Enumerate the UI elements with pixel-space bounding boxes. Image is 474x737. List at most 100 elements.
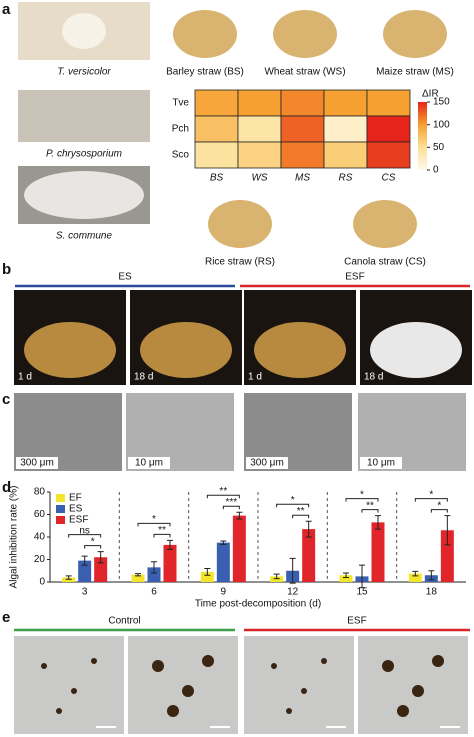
x-tick-label: 6 bbox=[151, 587, 157, 598]
heatmap-cell bbox=[237, 141, 282, 169]
straw-name: Rice straw (RS) bbox=[205, 257, 275, 268]
error-bar bbox=[204, 568, 211, 576]
significance-label: ** bbox=[366, 500, 374, 511]
legend-swatch bbox=[56, 516, 65, 524]
bar bbox=[408, 573, 422, 582]
bar bbox=[200, 571, 214, 582]
legend-label: ESF bbox=[69, 515, 88, 526]
row-label: Sco bbox=[172, 150, 190, 161]
heatmap-cell bbox=[194, 141, 239, 169]
algae bbox=[271, 663, 277, 669]
fungus-name: T. versicolor bbox=[57, 67, 111, 78]
significance-bracket bbox=[206, 494, 240, 499]
heatmap-cell bbox=[323, 115, 368, 143]
algae bbox=[397, 705, 409, 717]
time-label: 1 d bbox=[248, 372, 262, 383]
row-label: Tve bbox=[172, 98, 189, 109]
bar bbox=[302, 529, 316, 582]
straw-flask bbox=[254, 322, 346, 378]
significance-bracket bbox=[276, 503, 310, 508]
heatmap-cell bbox=[194, 89, 239, 117]
bar bbox=[232, 515, 246, 582]
significance-label: *** bbox=[225, 497, 237, 508]
significance-bracket bbox=[361, 509, 379, 513]
significance-label: * bbox=[437, 500, 441, 511]
significance-label: * bbox=[291, 495, 295, 506]
algae bbox=[286, 708, 292, 714]
error-bar bbox=[167, 539, 173, 550]
colorbar-tick-label: 100 bbox=[433, 119, 450, 130]
scale-label: 10 μm bbox=[367, 458, 395, 469]
column-label: RS bbox=[339, 173, 353, 184]
heatmap-cell bbox=[366, 141, 411, 169]
error-bar bbox=[289, 557, 296, 584]
scale-box bbox=[246, 457, 288, 469]
algae bbox=[202, 655, 214, 667]
error-bar bbox=[273, 573, 280, 580]
algae bbox=[382, 660, 394, 672]
algae bbox=[91, 658, 97, 664]
error-bar bbox=[97, 551, 104, 564]
legend-swatch bbox=[56, 494, 65, 502]
photo bbox=[358, 636, 468, 734]
column-label: WS bbox=[251, 173, 267, 184]
algae bbox=[152, 660, 164, 672]
legend-label: EF bbox=[69, 493, 82, 504]
bar bbox=[216, 542, 230, 582]
photo bbox=[14, 636, 124, 734]
colorbar-tick-label: 0 bbox=[433, 165, 439, 176]
significance-bracket bbox=[430, 509, 448, 513]
time-label: 18 d bbox=[364, 372, 383, 383]
x-tick-label: 15 bbox=[356, 587, 368, 598]
colorbar-tick-label: 50 bbox=[433, 142, 445, 153]
straw-image bbox=[353, 200, 417, 248]
group-label: ESF bbox=[345, 272, 364, 283]
significance-label: * bbox=[152, 514, 156, 525]
bar bbox=[131, 574, 145, 582]
significance-label: ** bbox=[158, 525, 166, 536]
straw-flask bbox=[24, 322, 116, 378]
group-label: ES bbox=[118, 272, 132, 283]
significance-bracket bbox=[153, 533, 171, 538]
heatmap-cell bbox=[280, 89, 325, 117]
algae bbox=[182, 685, 194, 697]
bar bbox=[339, 575, 353, 582]
error-bar bbox=[343, 572, 349, 578]
panel-label: e bbox=[2, 609, 10, 626]
legend-swatch bbox=[56, 505, 65, 513]
straw-name: Canola straw (CS) bbox=[344, 257, 426, 268]
colorbar bbox=[418, 102, 427, 170]
column-label: MS bbox=[295, 173, 310, 184]
y-tick-label: 40 bbox=[34, 532, 46, 543]
x-axis-label: Time post-decomposition (d) bbox=[195, 599, 321, 610]
panel-label: a bbox=[2, 1, 11, 18]
error-bar bbox=[220, 540, 227, 545]
time-label: 1 d bbox=[18, 372, 32, 383]
straw-image bbox=[208, 200, 272, 248]
error-bar bbox=[359, 564, 365, 589]
group-label: Control bbox=[108, 616, 140, 627]
row-label: Pch bbox=[172, 124, 189, 135]
colorbar-tick-label: 150 bbox=[433, 97, 450, 108]
photo bbox=[128, 636, 238, 734]
time-label: 18 d bbox=[134, 372, 153, 383]
significance-label: ** bbox=[297, 506, 305, 517]
significance-bracket bbox=[414, 498, 448, 502]
error-bar bbox=[236, 511, 243, 520]
scale-box bbox=[128, 457, 170, 469]
legend-label: ES bbox=[69, 504, 83, 515]
y-tick-label: 20 bbox=[34, 554, 46, 565]
panel-label: c bbox=[2, 391, 10, 408]
heatmap-cell bbox=[237, 89, 282, 117]
x-tick-label: 3 bbox=[82, 587, 88, 598]
straw-image bbox=[383, 10, 447, 58]
y-tick-label: 60 bbox=[34, 509, 46, 520]
heatmap-cell bbox=[194, 115, 239, 143]
algae bbox=[41, 663, 47, 669]
error-bar bbox=[412, 570, 419, 577]
algae bbox=[412, 685, 424, 697]
significance-bracket bbox=[292, 514, 310, 519]
significance-label: * bbox=[429, 489, 433, 500]
group-label: ESF bbox=[347, 616, 366, 627]
